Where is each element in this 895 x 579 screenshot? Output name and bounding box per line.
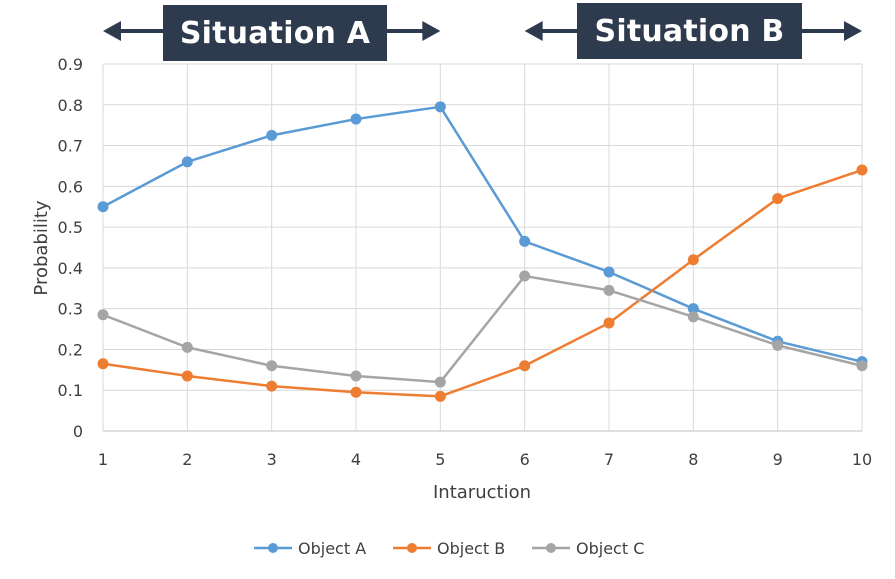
- arrow-right-icon: [422, 21, 441, 41]
- situation-a-label: Situation A: [163, 5, 387, 61]
- y-tick-label: 0.8: [58, 96, 83, 115]
- data-point: [350, 386, 362, 398]
- data-point: [350, 113, 362, 125]
- y-axis-label: Probability: [31, 200, 52, 295]
- series-object-b: [97, 164, 868, 402]
- data-point: [181, 370, 193, 382]
- data-point: [434, 101, 446, 113]
- y-tick-label: 0: [73, 422, 83, 441]
- data-point: [687, 254, 699, 266]
- series-group: [97, 101, 868, 402]
- data-point: [434, 376, 446, 388]
- series-object-c: [97, 270, 868, 388]
- x-axis-label: Intaruction: [433, 482, 531, 503]
- data-point: [856, 360, 868, 372]
- legend-swatch-marker: [407, 543, 417, 553]
- legend-item: Object B: [393, 539, 505, 558]
- data-point: [97, 309, 109, 321]
- x-tick-label: 4: [351, 450, 361, 469]
- legend-swatch-marker: [268, 543, 278, 553]
- data-point: [603, 317, 615, 329]
- data-point: [856, 164, 868, 176]
- x-tick-label: 7: [604, 450, 614, 469]
- y-tick-label: 0.3: [58, 300, 83, 319]
- legend-item: Object C: [532, 539, 644, 558]
- data-point: [266, 129, 278, 141]
- data-point: [266, 380, 278, 392]
- arrow-left-icon: [524, 21, 543, 41]
- situation-b-label: Situation B: [577, 3, 802, 59]
- x-tick-label: 1: [98, 450, 108, 469]
- data-point: [97, 358, 109, 370]
- x-tick-label: 6: [520, 450, 530, 469]
- data-point: [603, 266, 615, 278]
- x-tick-label: 10: [852, 450, 872, 469]
- y-tick-label: 0.2: [58, 340, 83, 359]
- data-point: [687, 311, 699, 323]
- data-point: [181, 156, 193, 168]
- data-point: [519, 360, 531, 372]
- series-line: [102, 274, 863, 384]
- y-tick-label: 0.7: [58, 137, 83, 156]
- legend-item: Object A: [254, 539, 366, 558]
- x-tick-label: 5: [435, 450, 445, 469]
- x-tick-label: 9: [773, 450, 783, 469]
- y-tick-label: 0.5: [58, 218, 83, 237]
- legend: Object A Object B Object C: [254, 539, 644, 558]
- data-point: [350, 370, 362, 382]
- series-line: [102, 168, 863, 398]
- y-tick-label: 0.6: [58, 177, 83, 196]
- grid-lines: [102, 63, 863, 432]
- data-point: [772, 339, 784, 351]
- axes: 0 0.1 0.2 0.3 0.4 0.5 0.6 0.7 0.8 0.9 1 2 3 4 5 6 7 8 9 10: [58, 55, 873, 469]
- series-object-a: [97, 101, 868, 368]
- series-line: [102, 105, 863, 363]
- data-point: [603, 284, 615, 296]
- y-tick-label: 0.9: [58, 55, 83, 74]
- arrow-right-icon: [844, 21, 862, 41]
- y-tick-label: 0.4: [58, 259, 83, 278]
- x-tick-label: 3: [267, 450, 277, 469]
- data-point: [687, 303, 699, 315]
- data-point: [519, 270, 531, 282]
- data-point: [434, 390, 446, 402]
- data-point: [519, 235, 531, 247]
- arrow-left-icon: [103, 21, 121, 41]
- data-point: [772, 193, 784, 205]
- x-tick-label: 8: [688, 450, 698, 469]
- data-point: [181, 341, 193, 353]
- data-point: [266, 360, 278, 372]
- legend-label: Object C: [576, 539, 644, 558]
- y-tick-label: 0.1: [58, 381, 83, 400]
- x-tick-label: 2: [182, 450, 192, 469]
- legend-label: Object A: [298, 539, 366, 558]
- legend-label: Object B: [437, 539, 505, 558]
- data-point: [97, 201, 109, 213]
- legend-swatch-marker: [546, 543, 556, 553]
- situation-arrows: [103, 21, 862, 41]
